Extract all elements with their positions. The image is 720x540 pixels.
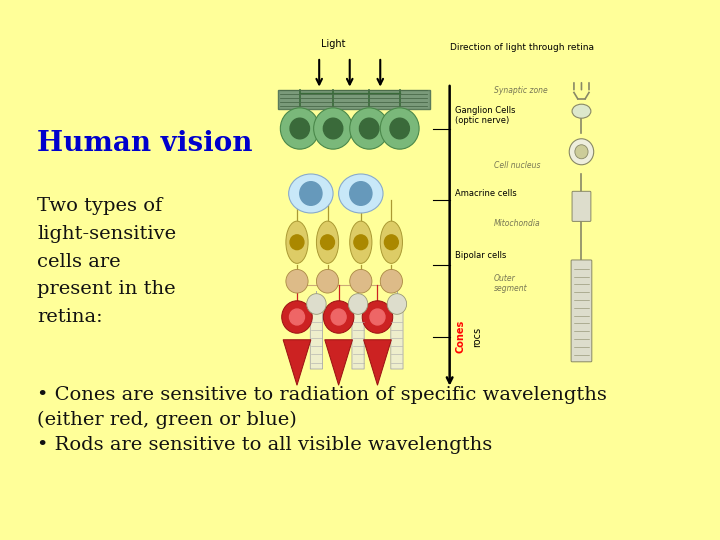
Text: rocs: rocs bbox=[472, 327, 482, 347]
Polygon shape bbox=[364, 340, 392, 385]
Circle shape bbox=[350, 181, 372, 205]
Circle shape bbox=[350, 269, 372, 293]
Circle shape bbox=[359, 118, 379, 139]
Circle shape bbox=[316, 269, 338, 293]
Text: Light: Light bbox=[321, 39, 346, 49]
Circle shape bbox=[307, 294, 326, 314]
Circle shape bbox=[348, 294, 368, 314]
Circle shape bbox=[320, 235, 335, 249]
Text: Amacrine cells: Amacrine cells bbox=[455, 189, 517, 198]
Text: Cones: Cones bbox=[455, 320, 465, 353]
Circle shape bbox=[370, 309, 385, 325]
Ellipse shape bbox=[338, 174, 383, 213]
Circle shape bbox=[387, 294, 407, 314]
Text: Human vision: Human vision bbox=[37, 130, 253, 157]
Text: • Cones are sensitive to radiation of specific wavelengths
(either red, green or: • Cones are sensitive to radiation of sp… bbox=[37, 386, 607, 455]
FancyBboxPatch shape bbox=[391, 310, 403, 369]
Text: Cell nucleus: Cell nucleus bbox=[494, 160, 541, 170]
Text: Direction of light through retina: Direction of light through retina bbox=[450, 44, 594, 52]
Text: Mitochondia: Mitochondia bbox=[494, 219, 541, 228]
Circle shape bbox=[323, 118, 343, 139]
FancyBboxPatch shape bbox=[571, 260, 592, 362]
FancyBboxPatch shape bbox=[278, 90, 431, 109]
Circle shape bbox=[380, 269, 402, 293]
Text: Two types of
light-sensitive
cells are
present in the
retina:: Two types of light-sensitive cells are p… bbox=[37, 197, 176, 326]
Ellipse shape bbox=[350, 221, 372, 264]
Text: Ganglion Cells
(optic nerve): Ganglion Cells (optic nerve) bbox=[455, 106, 516, 125]
Circle shape bbox=[286, 269, 308, 293]
Polygon shape bbox=[283, 340, 311, 385]
Text: Outer
segment: Outer segment bbox=[494, 274, 528, 293]
Ellipse shape bbox=[380, 221, 402, 264]
Circle shape bbox=[282, 301, 312, 333]
Circle shape bbox=[289, 309, 305, 325]
Circle shape bbox=[314, 108, 353, 149]
Ellipse shape bbox=[572, 104, 591, 118]
FancyBboxPatch shape bbox=[352, 310, 364, 369]
Circle shape bbox=[300, 181, 322, 205]
Circle shape bbox=[384, 235, 398, 249]
Polygon shape bbox=[325, 340, 353, 385]
Circle shape bbox=[354, 235, 368, 249]
Circle shape bbox=[570, 139, 594, 165]
Circle shape bbox=[323, 301, 354, 333]
Circle shape bbox=[290, 235, 304, 249]
Circle shape bbox=[331, 309, 346, 325]
Circle shape bbox=[390, 118, 410, 139]
Text: Bipolar cells: Bipolar cells bbox=[455, 251, 507, 260]
Circle shape bbox=[280, 108, 319, 149]
Text: Synaptic zone: Synaptic zone bbox=[494, 86, 548, 94]
Circle shape bbox=[575, 145, 588, 159]
Ellipse shape bbox=[316, 221, 338, 264]
Circle shape bbox=[290, 118, 310, 139]
FancyBboxPatch shape bbox=[310, 310, 323, 369]
Circle shape bbox=[362, 301, 392, 333]
Ellipse shape bbox=[289, 174, 333, 213]
Circle shape bbox=[380, 108, 419, 149]
FancyBboxPatch shape bbox=[572, 191, 591, 221]
Ellipse shape bbox=[286, 221, 308, 264]
Circle shape bbox=[350, 108, 389, 149]
